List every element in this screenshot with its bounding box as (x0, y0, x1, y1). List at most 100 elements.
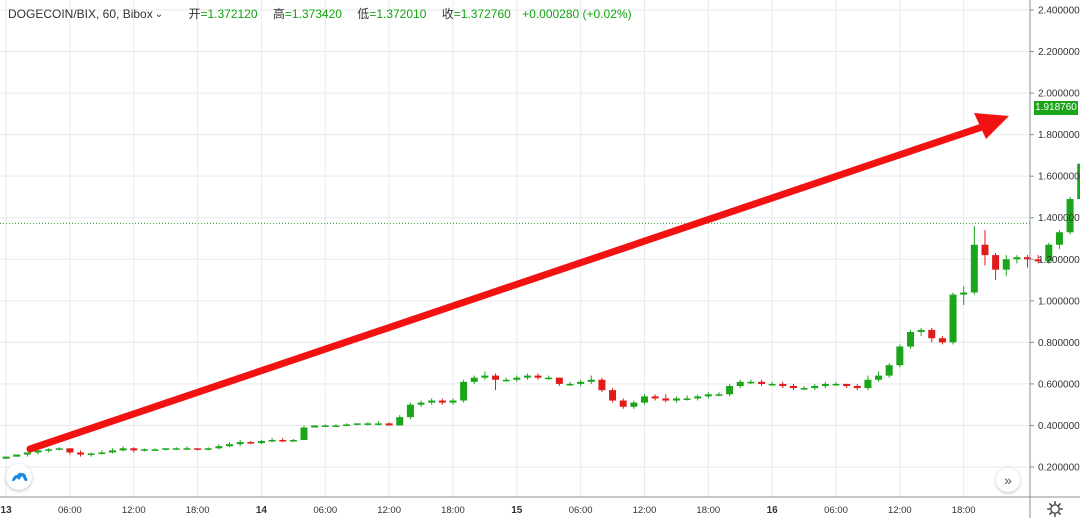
y-tick-label: 1.800000 (1038, 130, 1080, 141)
candle (438, 398, 446, 405)
legend-low: 低=1.372010 (357, 7, 426, 21)
candle-body (779, 383, 787, 386)
candle (704, 392, 712, 399)
x-tick-label: 12:00 (122, 505, 146, 516)
gear-icon[interactable] (1046, 500, 1064, 518)
candle-body (77, 452, 85, 455)
y-tick-label: 0.200000 (1038, 463, 1080, 474)
candle-body (87, 453, 95, 455)
candle-body (406, 404, 414, 418)
candle (800, 385, 808, 391)
candle (598, 377, 606, 393)
candle-body (1055, 232, 1063, 245)
candle (672, 396, 680, 403)
candle-body (332, 425, 340, 427)
candle (736, 379, 744, 389)
x-tick-label: 16 (767, 505, 779, 516)
candle (960, 286, 968, 305)
candle (1013, 255, 1021, 264)
candle-body (268, 439, 276, 442)
y-tick-label: 0.400000 (1038, 421, 1080, 432)
candle (23, 452, 31, 457)
candle-body (672, 398, 680, 401)
candle-body (449, 400, 457, 403)
candle (353, 423, 361, 426)
candle-body (704, 394, 712, 397)
candle-body (470, 377, 478, 382)
candle (811, 383, 819, 391)
chevron-down-icon[interactable]: ⌄ (154, 9, 164, 20)
candle (853, 383, 861, 391)
candle (311, 425, 319, 428)
candle (34, 450, 42, 455)
candle (938, 336, 946, 345)
candle-body (768, 383, 776, 386)
candle (875, 371, 883, 382)
candle (55, 447, 63, 451)
double-chevron-right-icon: » (1004, 472, 1012, 488)
candle (566, 381, 574, 386)
candle (215, 444, 223, 450)
candle (1077, 163, 1080, 200)
candle (108, 448, 116, 454)
candle-body (438, 400, 446, 403)
candle-body (853, 385, 861, 389)
y-tick-label: 2.200000 (1038, 47, 1080, 58)
y-tick-label: 1.200000 (1038, 255, 1080, 266)
candle (406, 402, 414, 420)
candle-body (577, 381, 585, 384)
candle-body (23, 452, 31, 455)
candle (662, 394, 670, 403)
candle (1002, 255, 1010, 276)
candle-body (598, 379, 606, 391)
symbol-title[interactable]: DOGECOIN/BIX, 60, Bibox (8, 7, 153, 21)
candle-body (204, 448, 212, 450)
candle-body (45, 449, 53, 451)
candle-body (970, 244, 978, 293)
candle (545, 375, 553, 380)
close-label: 收 (441, 7, 454, 21)
candle-body (226, 444, 234, 447)
time-axis[interactable]: 13 06:00 12:00 18:00 14 06:00 12:00 18:00 15 06:0… (1, 505, 976, 516)
candle (1066, 196, 1074, 235)
candle-body (875, 375, 883, 380)
candle-body (172, 448, 180, 450)
candles (2, 163, 1080, 459)
candle-body (1045, 244, 1053, 262)
candle-body (1034, 259, 1042, 262)
candle-body (694, 396, 702, 399)
candle-body (715, 394, 723, 396)
candle-body (917, 329, 925, 332)
scroll-to-realtime-button[interactable]: » (996, 468, 1020, 492)
candle (183, 446, 191, 450)
candle-body (513, 377, 521, 380)
candle-body (502, 379, 510, 382)
candle (374, 421, 382, 426)
candle-body (545, 377, 553, 380)
candle (162, 448, 170, 451)
x-tick-label: 18:00 (441, 505, 465, 516)
candle-body (1066, 199, 1074, 233)
candle-body (98, 452, 106, 454)
candle (236, 439, 244, 447)
price-axis[interactable]: 0.200000 0.400000 0.600000 0.800000 1.000000… (1030, 6, 1080, 474)
candle (970, 226, 978, 295)
candle-body (938, 338, 946, 343)
candle (364, 422, 372, 426)
open-value: =1.372120 (200, 7, 258, 21)
brand-logo-icon[interactable] (6, 464, 32, 490)
candle (715, 392, 723, 397)
candle (417, 400, 425, 407)
candle-body (928, 329, 936, 339)
legend-open: 开=1.372120 (188, 7, 257, 21)
trend-arrow (26, 113, 1009, 453)
candle (130, 447, 138, 453)
candle-body (587, 379, 595, 382)
x-tick-label: 06:00 (58, 505, 82, 516)
candle-body (279, 439, 287, 442)
candle-body (236, 442, 244, 445)
candle-body (34, 450, 42, 453)
candle-body (832, 383, 840, 386)
candle (226, 442, 234, 448)
